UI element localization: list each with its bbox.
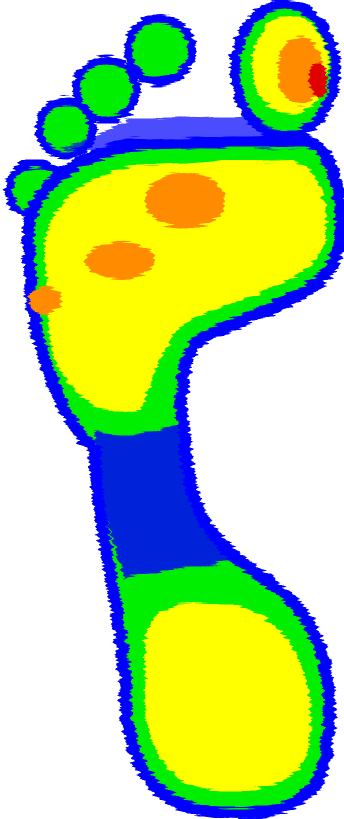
toe-2: [124, 14, 196, 86]
heel-yellow: [145, 602, 311, 792]
footprint: [5, 0, 344, 819]
ball-orange-1: [145, 172, 225, 228]
toe-4: [35, 97, 97, 159]
toe-3: [72, 56, 140, 124]
ball-yellow: [44, 160, 327, 413]
arch: [95, 420, 230, 580]
big-toe-red: [309, 62, 327, 98]
ball-orange-2: [85, 242, 155, 278]
ball-orange-3: [29, 286, 61, 314]
